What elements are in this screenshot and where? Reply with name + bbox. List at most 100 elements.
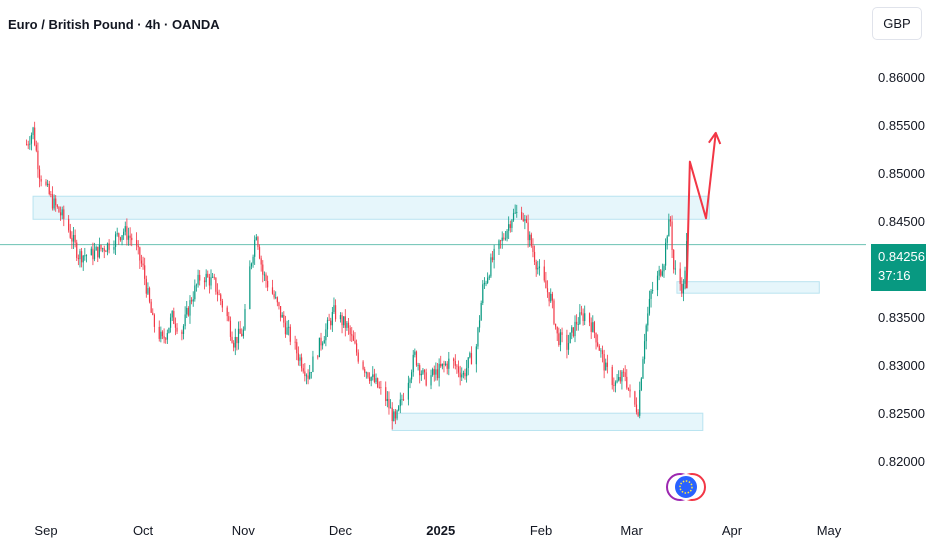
- candle-319: [626, 369, 628, 390]
- candle-297: [584, 305, 586, 326]
- candle-200: [401, 394, 403, 406]
- candle-25: [72, 226, 75, 249]
- candle-122: [255, 234, 257, 241]
- candle-60: [139, 246, 141, 269]
- candle-177: [357, 349, 359, 364]
- candle-230: [459, 365, 461, 386]
- candle-13: [50, 191, 52, 198]
- candle-299: [590, 317, 592, 339]
- candle-154: [317, 354, 319, 360]
- candle-163: [331, 306, 333, 332]
- candle-30: [80, 248, 83, 268]
- candle-66: [148, 286, 151, 304]
- candle-272: [537, 260, 539, 275]
- candle-132: [275, 291, 277, 300]
- candle-302: [595, 332, 597, 350]
- candle-218: [436, 362, 439, 381]
- price-tick-label: 0.85000: [878, 166, 925, 181]
- candle-231: [461, 367, 463, 382]
- candle-8: [38, 165, 41, 188]
- candle-118: [249, 260, 251, 310]
- flags-icon[interactable]: [666, 473, 706, 501]
- candle-180: [365, 371, 367, 379]
- candle-69: [153, 313, 155, 333]
- candle-39: [98, 237, 100, 259]
- candle-23: [69, 223, 71, 239]
- candle-106: [226, 305, 228, 322]
- candle-247: [490, 253, 492, 279]
- time-tick-label: Sep: [34, 523, 57, 538]
- candle-342: [669, 216, 672, 227]
- price-tick-label: 0.83500: [878, 310, 925, 325]
- candle-250: [498, 239, 500, 256]
- candle-229: [457, 360, 460, 378]
- candle-131: [273, 290, 275, 300]
- candle-270: [533, 245, 536, 265]
- candle-19: [59, 206, 62, 221]
- candle-17: [56, 204, 58, 209]
- arrow-head-icon: [708, 131, 722, 145]
- candle-117: [244, 303, 246, 331]
- price-axis: 0.86000 0.85500 0.85000 0.84500 0.83500 0.830…: [878, 70, 925, 469]
- candle-323: [635, 397, 638, 415]
- candle-61: [140, 254, 143, 267]
- candle-203: [409, 377, 411, 389]
- candle-88: [190, 297, 193, 305]
- candle-81: [176, 323, 178, 335]
- time-tick-label: May: [817, 523, 842, 538]
- candle-151: [309, 364, 311, 380]
- time-tick-label: Apr: [722, 523, 743, 538]
- zone-2[interactable]: [391, 412, 704, 431]
- candle-186: [375, 373, 377, 385]
- time-tick-label: Feb: [530, 523, 552, 538]
- candle-65: [147, 282, 149, 296]
- candle-181: [367, 371, 369, 379]
- candle-103: [218, 289, 220, 296]
- candle-257: [509, 220, 511, 233]
- candle-149: [305, 373, 308, 385]
- candle-332: [650, 288, 652, 308]
- candle-95: [205, 269, 207, 287]
- zone-0[interactable]: [32, 195, 710, 220]
- candle-135: [279, 306, 282, 322]
- candle-76: [168, 327, 170, 334]
- candle-215: [432, 367, 434, 377]
- candle-120: [252, 254, 254, 268]
- candle-137: [283, 311, 285, 328]
- candle-266: [527, 214, 529, 248]
- projection-arrow[interactable]: [685, 132, 717, 289]
- eu-flag-icon: [673, 474, 699, 500]
- candle-313: [616, 374, 618, 384]
- candle-157: [322, 341, 324, 350]
- candle-321: [629, 384, 631, 398]
- candle-105: [221, 298, 223, 313]
- candle-148: [304, 363, 306, 382]
- candle-221: [441, 363, 443, 370]
- time-axis: Sep Oct Nov Dec 2025 Feb Mar Apr May: [34, 523, 841, 538]
- candle-140: [288, 319, 290, 336]
- candle-27: [76, 239, 78, 261]
- candle-240: [478, 315, 481, 333]
- candle-315: [619, 370, 621, 384]
- candle-282: [556, 326, 558, 342]
- candle-11: [47, 179, 49, 187]
- candle-141: [289, 324, 291, 346]
- candle-116: [242, 326, 244, 339]
- candle-277: [548, 292, 550, 307]
- candle-87: [189, 295, 191, 324]
- zones-layer: [32, 195, 820, 431]
- candle-112: [236, 336, 238, 351]
- candle-37: [95, 245, 97, 251]
- candle-331: [648, 290, 651, 316]
- currency-button[interactable]: GBP: [872, 7, 922, 40]
- candle-249: [493, 244, 495, 269]
- candle-187: [377, 377, 379, 389]
- candle-292: [576, 314, 578, 331]
- candle-24: [71, 231, 73, 249]
- candle-279: [551, 291, 553, 309]
- candle-56: [129, 227, 131, 246]
- zone-1[interactable]: [676, 281, 820, 294]
- candle-84: [184, 306, 186, 330]
- candle-234: [466, 359, 468, 383]
